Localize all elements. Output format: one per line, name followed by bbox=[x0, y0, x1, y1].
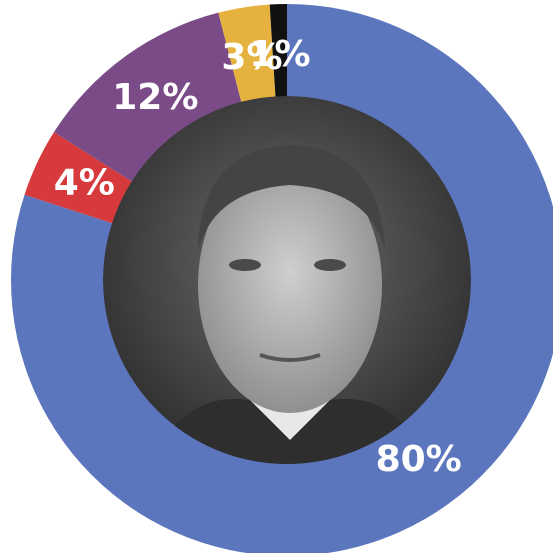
value-label: 80% bbox=[376, 439, 462, 480]
portrait-hair bbox=[198, 145, 385, 250]
slice bbox=[218, 4, 276, 103]
value-label: 12% bbox=[112, 77, 198, 118]
value-label: 4% bbox=[54, 163, 115, 204]
portrait-eye bbox=[229, 259, 261, 271]
value-label: 3% bbox=[221, 37, 282, 78]
slice bbox=[269, 4, 287, 98]
labels: 80% 4% 12% 3%1% bbox=[54, 34, 462, 480]
portrait-mouth bbox=[259, 353, 321, 362]
value-label: 1% bbox=[249, 34, 310, 75]
portrait bbox=[103, 96, 471, 464]
slice bbox=[53, 12, 242, 182]
slice bbox=[24, 132, 133, 224]
donut bbox=[11, 4, 553, 553]
portrait-eye bbox=[314, 259, 346, 271]
slice bbox=[11, 4, 553, 553]
portrait-face bbox=[198, 157, 382, 413]
